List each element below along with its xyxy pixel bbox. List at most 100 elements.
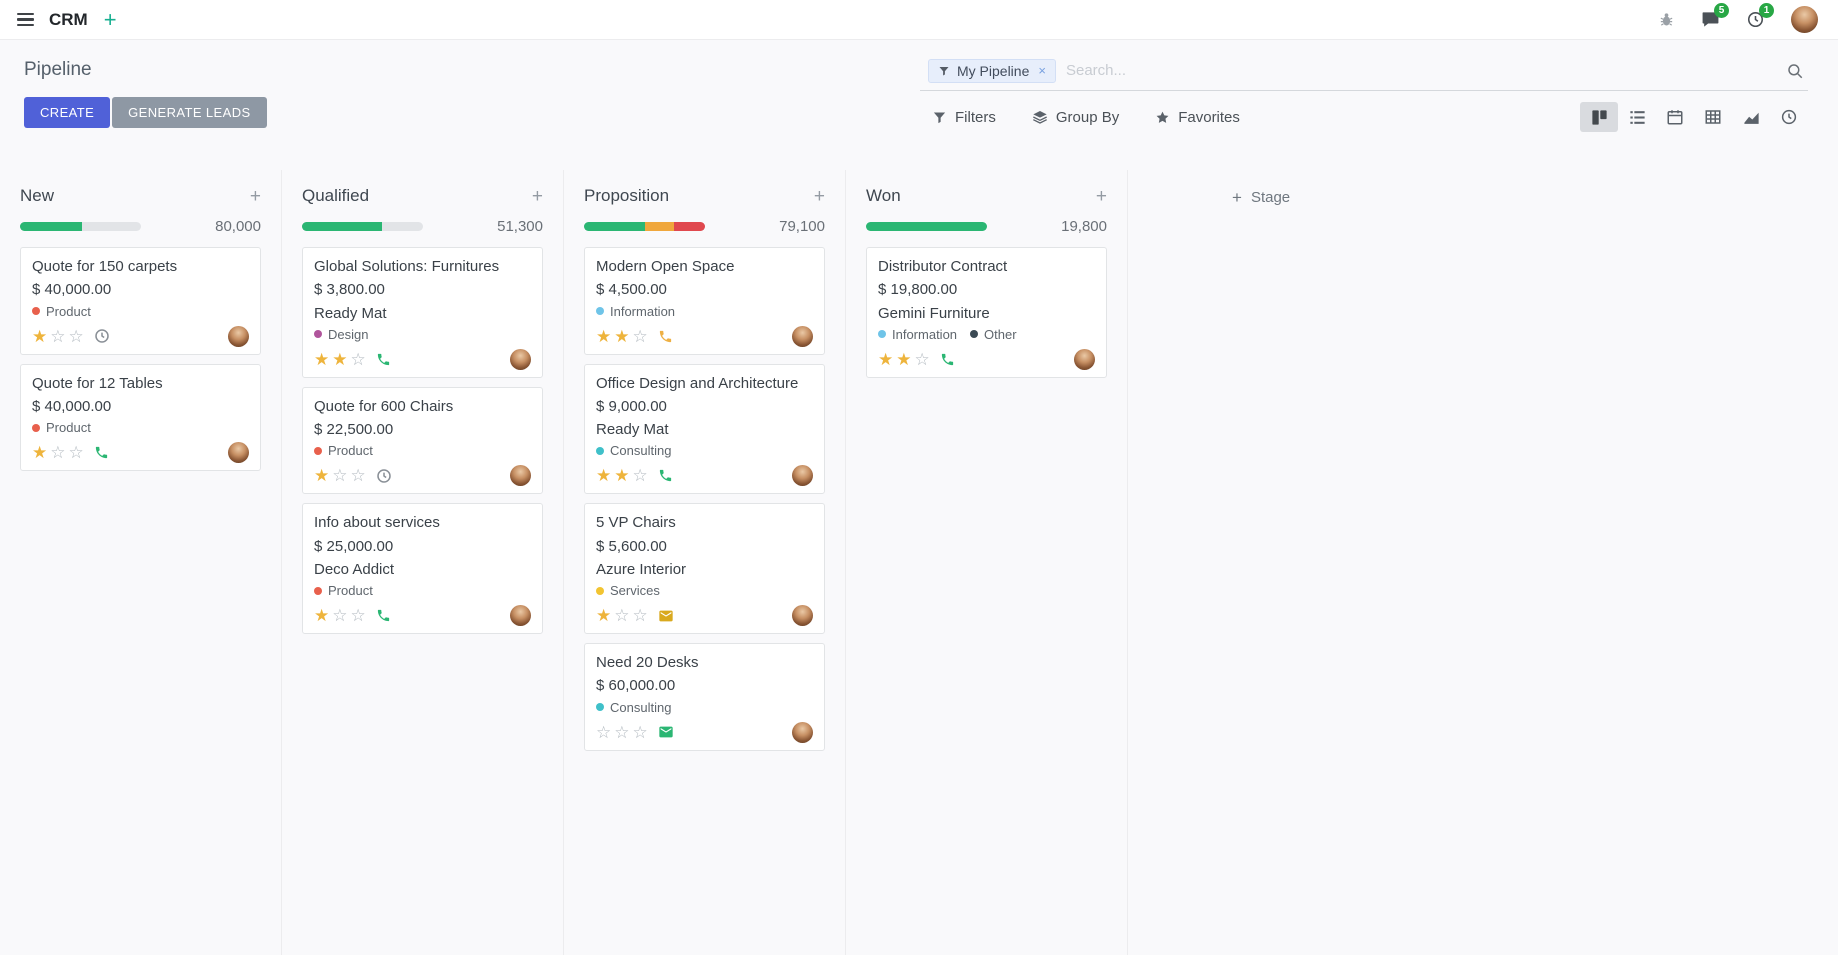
salesperson-avatar[interactable] — [510, 348, 531, 370]
phone-activity-icon[interactable] — [376, 608, 391, 623]
star-filled-icon[interactable]: ★ — [878, 349, 894, 369]
salesperson-avatar[interactable] — [228, 325, 249, 347]
view-activity-button[interactable] — [1770, 102, 1808, 132]
create-button[interactable]: CREATE — [24, 97, 111, 128]
kanban-card[interactable]: Quote for 12 Tables $ 40,000.00 Product ★ ☆ ☆ — [20, 363, 261, 471]
phone-activity-icon[interactable] — [658, 329, 673, 344]
progress-segment[interactable] — [866, 222, 987, 231]
progress-segment[interactable] — [302, 222, 382, 231]
apps-menu-icon[interactable] — [16, 10, 35, 30]
star-empty-icon[interactable]: ☆ — [50, 443, 66, 462]
star-empty-icon[interactable]: ☆ — [350, 466, 366, 486]
column-progressbar[interactable] — [584, 222, 705, 231]
group-by-button[interactable]: Group By — [1032, 109, 1119, 126]
column-quick-create-icon[interactable]: + — [531, 185, 543, 207]
view-kanban-button[interactable] — [1580, 102, 1618, 132]
kanban-card[interactable]: Need 20 Desks $ 60,000.00 Consulting ☆ ☆ ☆ — [584, 643, 825, 751]
phone-activity-icon[interactable] — [658, 468, 673, 483]
search-input[interactable] — [1055, 58, 1786, 83]
facet-remove-icon[interactable]: × — [1038, 63, 1046, 78]
star-empty-icon[interactable]: ☆ — [632, 466, 648, 486]
column-quick-create-icon[interactable]: + — [249, 185, 261, 207]
star-filled-icon[interactable]: ★ — [596, 606, 612, 625]
star-filled-icon[interactable]: ★ — [314, 349, 330, 369]
priority-widget[interactable]: ★ ☆ ☆ — [32, 328, 87, 345]
add-stage-button[interactable]: + Stage — [1232, 189, 1290, 206]
progress-segment[interactable] — [584, 222, 645, 231]
salesperson-avatar[interactable] — [510, 465, 531, 487]
star-empty-icon[interactable]: ☆ — [350, 606, 366, 625]
quick-add-icon[interactable]: + — [103, 6, 117, 32]
star-filled-icon[interactable]: ★ — [314, 606, 330, 625]
priority-widget[interactable]: ★ ☆ ☆ — [596, 607, 651, 624]
kanban-card[interactable]: Quote for 600 Chairs $ 22,500.00 Product ★ ☆… — [302, 386, 543, 495]
star-empty-icon[interactable]: ☆ — [50, 326, 66, 346]
column-quick-create-icon[interactable]: + — [1095, 185, 1107, 207]
star-empty-icon[interactable]: ☆ — [68, 326, 84, 346]
star-empty-icon[interactable]: ☆ — [350, 349, 366, 369]
star-filled-icon[interactable]: ★ — [332, 349, 348, 369]
star-empty-icon[interactable]: ☆ — [914, 349, 930, 369]
priority-widget[interactable]: ★ ★ ☆ — [596, 467, 651, 484]
star-empty-icon[interactable]: ☆ — [332, 466, 348, 486]
kanban-card[interactable]: Quote for 150 carpets $ 40,000.00 Product ★… — [20, 247, 261, 355]
app-name[interactable]: CRM — [49, 9, 88, 29]
progress-segment[interactable] — [20, 222, 82, 231]
priority-widget[interactable]: ★ ★ ☆ — [878, 351, 933, 368]
salesperson-avatar[interactable] — [792, 325, 813, 347]
kanban-card[interactable]: Info about services $ 25,000.00 Deco Addic… — [302, 503, 543, 634]
salesperson-avatar[interactable] — [510, 605, 531, 626]
column-title[interactable]: Qualified — [302, 186, 370, 205]
progress-segment[interactable] — [644, 222, 674, 231]
view-pivot-button[interactable] — [1694, 102, 1732, 132]
column-title[interactable]: New — [20, 186, 55, 205]
debug-icon[interactable] — [1658, 11, 1675, 28]
salesperson-avatar[interactable] — [792, 465, 813, 487]
progress-segment[interactable] — [673, 222, 705, 231]
filters-button[interactable]: Filters — [932, 109, 996, 126]
salesperson-avatar[interactable] — [792, 605, 813, 626]
messages-icon[interactable]: 5 — [1701, 3, 1729, 29]
salesperson-avatar[interactable] — [228, 442, 249, 463]
column-progressbar[interactable] — [302, 222, 423, 231]
phone-activity-icon[interactable] — [94, 445, 109, 460]
view-graph-button[interactable] — [1732, 102, 1770, 132]
kanban-card[interactable]: Global Solutions: Furnitures $ 3,800.00 Re… — [302, 247, 543, 378]
priority-widget[interactable]: ★ ★ ☆ — [314, 351, 369, 368]
star-filled-icon[interactable]: ★ — [614, 466, 630, 486]
star-filled-icon[interactable]: ★ — [32, 443, 48, 462]
user-avatar[interactable] — [1791, 6, 1818, 33]
generate-leads-button[interactable]: GENERATE LEADS — [112, 97, 267, 128]
kanban-card[interactable]: 5 VP Chairs $ 5,600.00 Azure Interior Servi… — [584, 503, 825, 634]
phone-activity-icon[interactable] — [376, 352, 391, 367]
star-filled-icon[interactable]: ★ — [596, 326, 612, 346]
kanban-card[interactable]: Modern Open Space $ 4,500.00 Information ★ ★… — [584, 247, 825, 355]
salesperson-avatar[interactable] — [792, 721, 813, 743]
kanban-card[interactable]: Office Design and Architecture $ 9,000.00… — [584, 363, 825, 495]
search-icon[interactable] — [1786, 62, 1804, 80]
star-empty-icon[interactable]: ☆ — [632, 722, 648, 742]
star-filled-icon[interactable]: ★ — [314, 466, 330, 486]
priority-widget[interactable]: ★ ☆ ☆ — [314, 467, 369, 484]
star-empty-icon[interactable]: ☆ — [614, 722, 630, 742]
search-bar[interactable]: My Pipeline × — [920, 56, 1808, 91]
activities-icon[interactable]: 1 — [1746, 3, 1774, 29]
star-filled-icon[interactable]: ★ — [32, 326, 48, 346]
priority-widget[interactable]: ☆ ☆ ☆ — [596, 724, 651, 741]
star-empty-icon[interactable]: ☆ — [68, 443, 84, 462]
star-filled-icon[interactable]: ★ — [896, 349, 912, 369]
column-quick-create-icon[interactable]: + — [813, 185, 825, 207]
star-empty-icon[interactable]: ☆ — [632, 326, 648, 346]
clock-activity-icon[interactable] — [376, 468, 392, 484]
column-progressbar[interactable] — [866, 222, 987, 231]
star-empty-icon[interactable]: ☆ — [596, 722, 612, 742]
column-title[interactable]: Won — [866, 186, 901, 205]
priority-widget[interactable]: ★ ★ ☆ — [596, 328, 651, 345]
star-filled-icon[interactable]: ★ — [596, 466, 612, 486]
column-progressbar[interactable] — [20, 222, 141, 231]
search-facet[interactable]: My Pipeline × — [928, 58, 1056, 83]
kanban-card[interactable]: Distributor Contract $ 19,800.00 Gemini Fu… — [866, 247, 1107, 378]
favorites-button[interactable]: Favorites — [1155, 109, 1240, 126]
clock-activity-icon[interactable] — [94, 328, 110, 344]
view-calendar-button[interactable] — [1656, 102, 1694, 132]
